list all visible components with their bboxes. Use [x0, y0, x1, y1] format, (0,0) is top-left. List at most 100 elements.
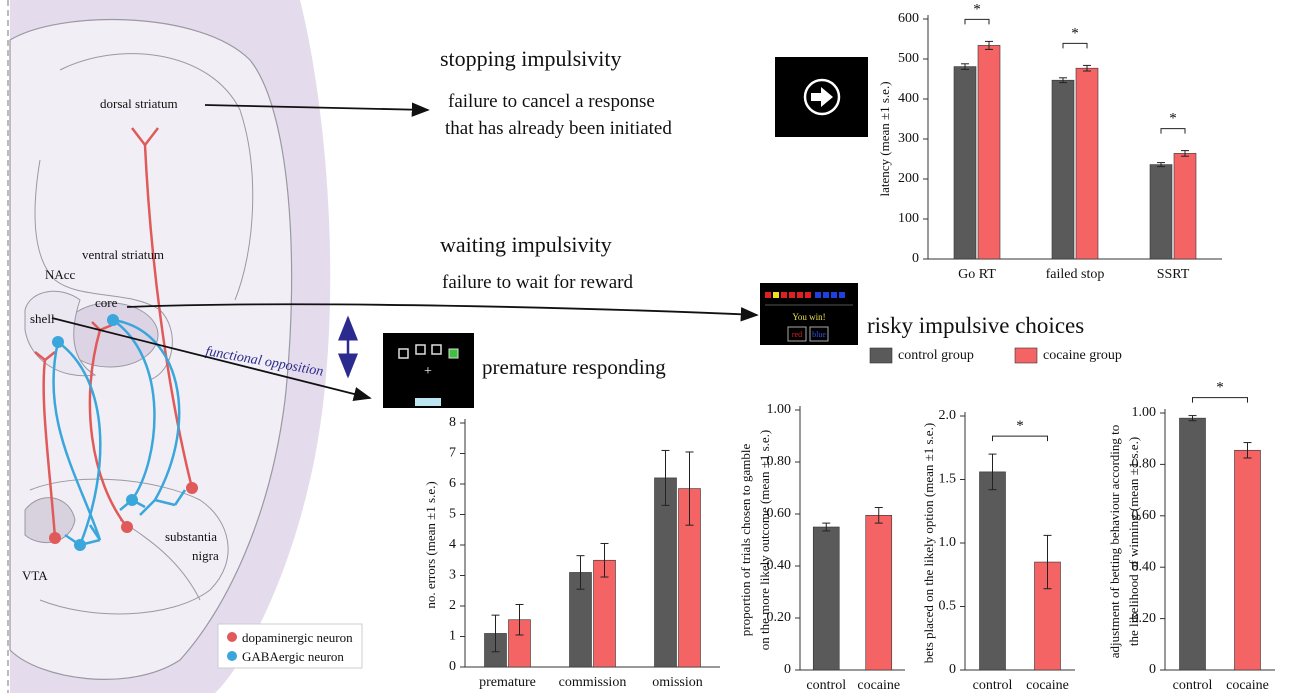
significance-bracket [1192, 397, 1248, 403]
y-tick-label: 3 [449, 568, 456, 583]
y-tick-label: 0 [912, 251, 919, 266]
text: failure to cancel a response [448, 91, 655, 112]
y-axis-label: on the more likely outcome (mean ±1 s.e.… [757, 430, 772, 651]
y-tick-label: 0.20 [1132, 611, 1157, 626]
x-tick-label: control [1173, 678, 1213, 693]
x-tick-label: omission [652, 675, 703, 690]
x-tick-label: cocaine [1226, 678, 1269, 693]
bar [1234, 449, 1261, 671]
y-tick-label: 1 [449, 629, 456, 644]
label: core [95, 295, 118, 310]
stop-task-screen [775, 57, 868, 137]
y-tick-label: 500 [898, 51, 919, 66]
y-tick-label: 2 [449, 598, 456, 613]
bar [654, 477, 677, 668]
significance-bracket [964, 18, 990, 25]
label: dorsal striatum [100, 96, 178, 111]
y-tick-label: 0 [449, 659, 456, 674]
x-tick-label: cocaine [857, 678, 900, 693]
y-tick-label: 1.00 [767, 402, 792, 417]
label: ventral striatum [82, 247, 164, 262]
label: NAcc [45, 267, 76, 282]
significance-label: * [973, 1, 981, 17]
significance-label: * [1216, 380, 1224, 396]
y-tick-label: 0.60 [1132, 508, 1157, 523]
neuron-legend: dopaminergic neuron [242, 630, 353, 645]
bar [953, 66, 977, 260]
heading: stopping impulsivity [440, 46, 622, 71]
bar [977, 45, 1001, 260]
x-tick-label: premature [479, 675, 536, 690]
heading: risky impulsive choices [867, 313, 1084, 338]
y-tick-label: 0.40 [767, 558, 792, 573]
y-tick-label: 0.80 [767, 454, 792, 469]
bar [1179, 417, 1206, 671]
bar [1149, 164, 1173, 260]
task-text: blue [812, 330, 826, 339]
x-tick-label: control [806, 678, 846, 693]
legend-swatch [869, 347, 893, 364]
y-tick-label: 0 [784, 662, 791, 677]
y-axis-label: bets placed on the likely option (mean ±… [921, 423, 936, 663]
y-tick-label: 2.0 [939, 408, 957, 423]
significance-bracket [1062, 42, 1088, 49]
bar [979, 471, 1006, 671]
y-tick-label: 1.0 [939, 535, 957, 550]
significance-label: * [1071, 25, 1079, 41]
y-tick-label: 5 [449, 507, 456, 522]
x-tick-label: Go RT [958, 267, 996, 282]
y-tick-label: 1.00 [1132, 405, 1157, 420]
legend-label: control group [898, 348, 974, 363]
legend-label: cocaine group [1043, 348, 1122, 363]
arrow [51, 317, 372, 402]
x-tick-label: cocaine [1026, 678, 1069, 693]
y-tick-label: 400 [898, 91, 919, 106]
y-axis-label: no. errors (mean ±1 s.e.) [423, 481, 438, 608]
y-tick-label: 300 [898, 131, 919, 146]
y-tick-label: 6 [449, 476, 456, 491]
label: substantia [165, 529, 217, 544]
y-tick-label: 0.80 [1132, 457, 1157, 472]
neuron-legend: GABAergic neuron [242, 649, 344, 664]
y-tick-label: 1.5 [939, 472, 957, 487]
arrow [204, 102, 430, 117]
y-axis-label: the likelihood of winning (mean ±1 s.e.) [1126, 437, 1141, 646]
y-tick-label: 8 [449, 415, 456, 430]
label: nigra [192, 548, 219, 563]
label: shell [30, 311, 55, 326]
y-tick-label: 0 [949, 662, 956, 677]
y-tick-label: 4 [449, 537, 456, 552]
bar [1075, 67, 1099, 260]
y-tick-label: 100 [898, 211, 919, 226]
y-tick-label: 600 [898, 11, 919, 26]
significance-label: * [1016, 418, 1024, 434]
significance-bracket [1160, 128, 1186, 134]
text: that has already been initiated [445, 118, 672, 139]
y-tick-label: 0.60 [767, 506, 792, 521]
heading: waiting impulsivity [440, 232, 612, 257]
y-tick-label: 0.5 [939, 599, 957, 614]
x-tick-label: control [973, 678, 1013, 693]
x-tick-label: commission [559, 675, 627, 690]
bar [812, 526, 840, 671]
bar [1051, 79, 1075, 260]
y-axis-label: latency (mean ±1 s.e.) [877, 81, 892, 196]
heading: premature responding [482, 355, 666, 379]
gamble-task-screen: You win! red blue [760, 283, 858, 345]
significance-label: * [1169, 111, 1177, 127]
bar [865, 514, 893, 671]
task-text: You win! [792, 312, 825, 322]
y-tick-label: 200 [898, 171, 919, 186]
task-text: red [792, 330, 802, 339]
task-text: + [424, 364, 432, 379]
y-tick-label: 0.20 [767, 610, 792, 625]
legend-swatch [1014, 347, 1038, 364]
significance-bracket [992, 435, 1048, 442]
y-axis-label: adjustment of betting behaviour accordin… [1107, 425, 1122, 659]
y-tick-label: 0 [1149, 662, 1156, 677]
text: failure to wait for reward [442, 272, 633, 293]
x-tick-label: failed stop [1046, 267, 1105, 282]
x-tick-label: SSRT [1157, 267, 1190, 282]
y-axis-label: proportion of trials chosen to gamble [738, 444, 753, 637]
